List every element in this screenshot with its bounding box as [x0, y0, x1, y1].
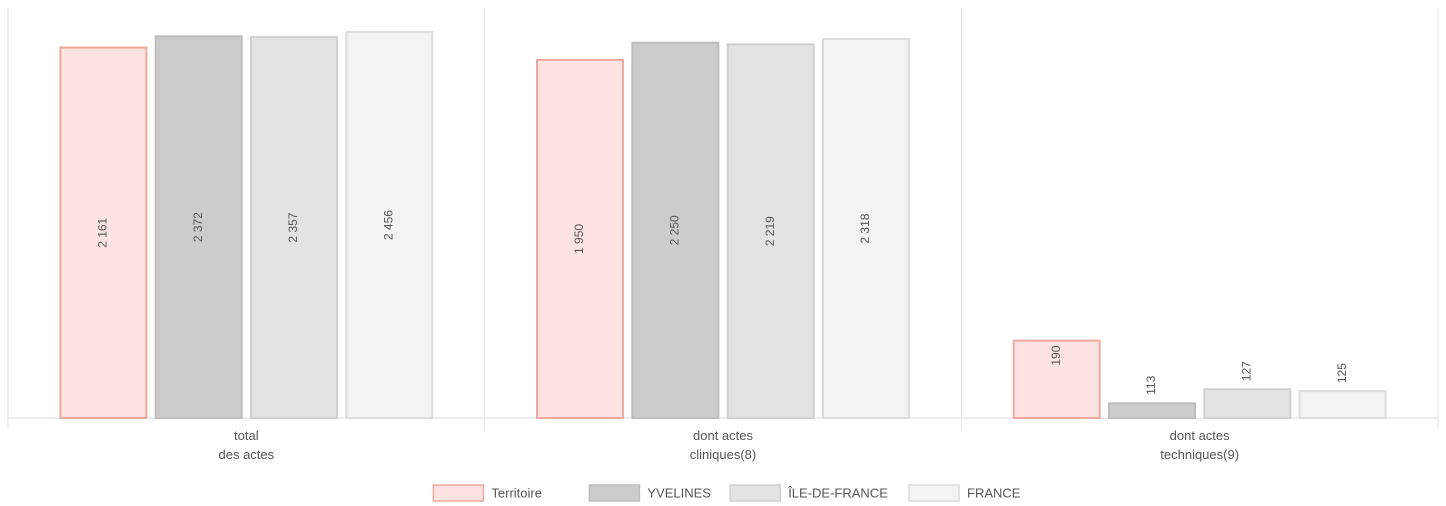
bar	[345, 31, 434, 419]
value-label: 2 372	[191, 212, 205, 242]
x-tick-line: techniques(9)	[1160, 447, 1239, 462]
x-tick-label: dont actes techniques(9)	[1160, 428, 1239, 462]
x-tick-line: dont actes	[693, 428, 753, 443]
value-label: 2 161	[96, 217, 110, 247]
legend-label: ÎLE-DE-FRANCE	[787, 485, 888, 500]
x-tick-line: total	[234, 428, 259, 443]
value-label: 2 250	[668, 215, 682, 245]
bar	[821, 38, 910, 420]
legend-swatch	[729, 484, 781, 502]
x-tick-label: dont actes cliniques(8)	[690, 428, 756, 462]
bar	[1012, 339, 1101, 420]
bar	[631, 41, 720, 419]
legend: Territoire YVELINES ÎLE-DE-FRANCE FRANCE	[432, 484, 1021, 502]
value-label: 2 456	[381, 210, 395, 240]
value-label: 2 219	[763, 216, 777, 246]
x-tick-line: des actes	[219, 447, 275, 462]
legend-label: FRANCE	[967, 485, 1021, 500]
bar	[536, 58, 625, 419]
value-label: 113	[1144, 375, 1158, 394]
bar	[59, 46, 148, 420]
bar	[726, 43, 815, 420]
bar	[249, 36, 338, 420]
legend-swatch	[908, 484, 960, 502]
value-label: 1 950	[572, 224, 586, 254]
bar	[154, 35, 243, 419]
legend-swatch	[432, 484, 485, 502]
bar	[1298, 390, 1387, 419]
legend-label: Territoire	[491, 485, 542, 500]
x-tick-label: total des actes	[219, 428, 275, 462]
legend-label: YVELINES	[647, 485, 711, 500]
value-label: 127	[1239, 361, 1253, 381]
bar	[1108, 402, 1197, 420]
x-tick-line: dont actes	[1170, 428, 1230, 443]
bar	[1203, 388, 1292, 420]
value-label: 125	[1335, 363, 1349, 383]
x-tick-line: cliniques(8)	[690, 447, 756, 462]
value-label: 190	[1049, 345, 1063, 365]
legend-swatch	[588, 484, 641, 502]
value-label: 2 357	[286, 212, 300, 242]
value-label: 2 318	[858, 213, 872, 243]
